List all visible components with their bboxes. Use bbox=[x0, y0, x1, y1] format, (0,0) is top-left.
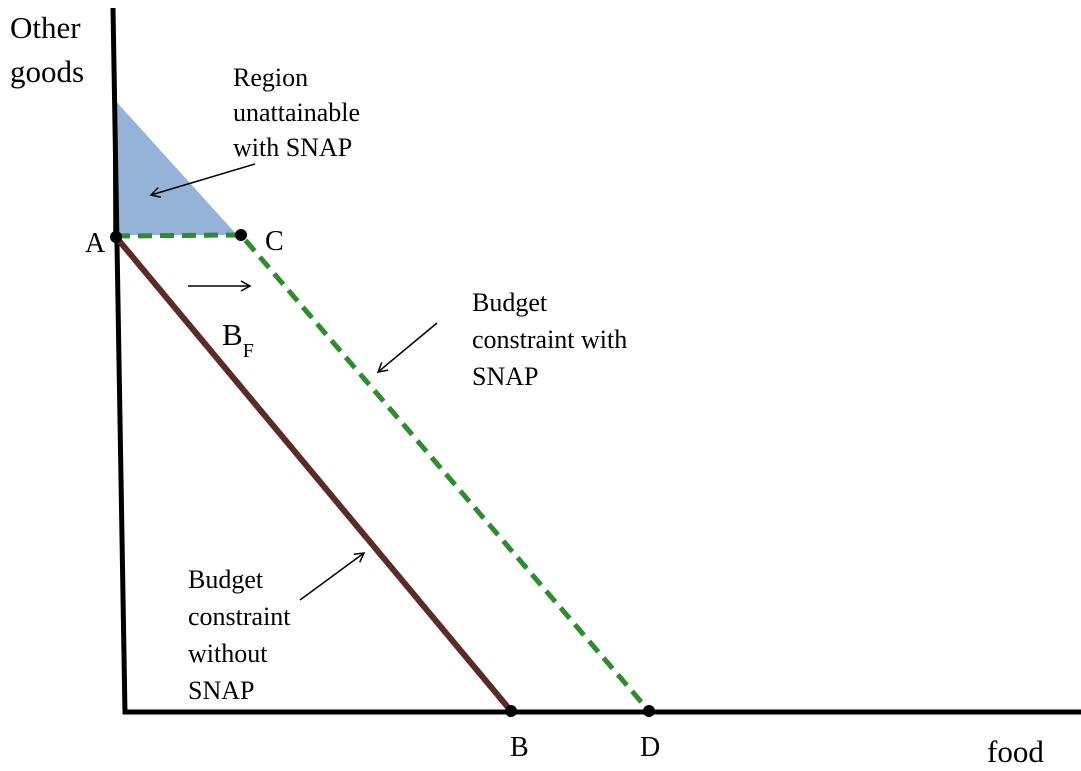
annotation-line: unattainable bbox=[233, 98, 360, 127]
annotation-line: with SNAP bbox=[233, 133, 352, 162]
point-label: B bbox=[510, 732, 529, 763]
x-axis-label: food bbox=[987, 734, 1044, 769]
y-axis-label: goods bbox=[10, 54, 84, 89]
y-axis bbox=[110, 7, 128, 715]
annotation-line: without bbox=[188, 639, 268, 668]
arrow bbox=[376, 322, 438, 373]
budget-line-without-snap bbox=[113, 235, 514, 713]
shift-label: BF bbox=[222, 317, 254, 362]
annotation-line: constraint bbox=[188, 602, 291, 631]
point-d bbox=[643, 705, 655, 717]
annotation-line: constraint with bbox=[472, 325, 627, 354]
arrow bbox=[299, 552, 366, 601]
unattainable-region bbox=[113, 98, 237, 235]
annotation-line: Region bbox=[233, 63, 308, 92]
point-label: C bbox=[265, 226, 284, 257]
point-label: D bbox=[640, 732, 660, 763]
annotation-line: SNAP bbox=[472, 362, 538, 391]
point-c bbox=[235, 229, 247, 241]
point-b bbox=[505, 705, 517, 717]
y-axis-label: Other bbox=[10, 10, 81, 45]
point-a bbox=[110, 231, 122, 243]
shift-label-main: B bbox=[222, 317, 243, 352]
shift-label-sub: F bbox=[243, 340, 254, 362]
annotation-line: SNAP bbox=[188, 676, 254, 705]
point-label: A bbox=[85, 228, 106, 259]
annotation-line: Budget bbox=[472, 288, 548, 317]
arrow bbox=[149, 163, 256, 198]
annotation-line: Budget bbox=[188, 565, 264, 594]
